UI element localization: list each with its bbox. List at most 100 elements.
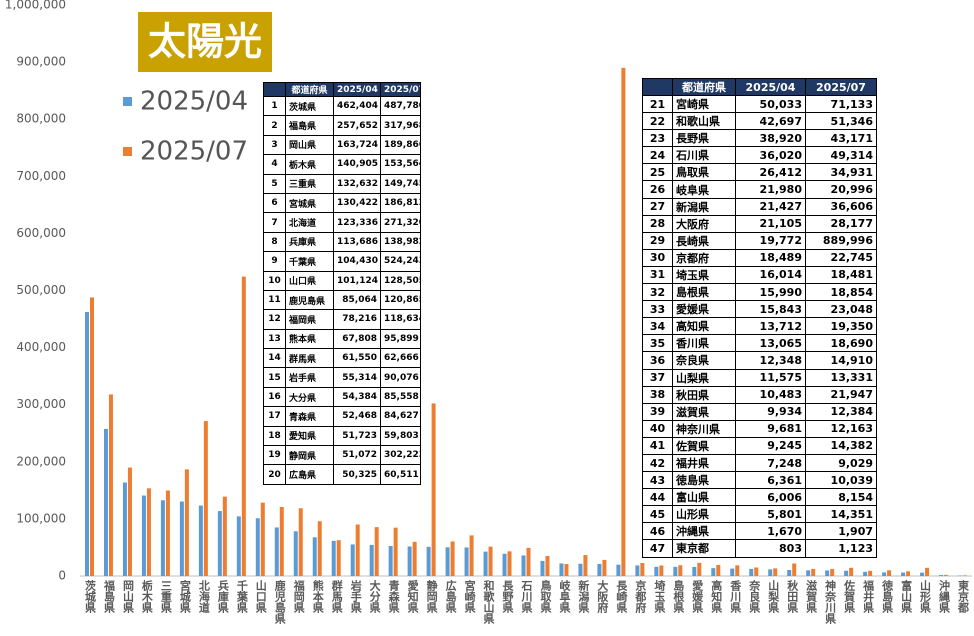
value-cell: 85,558 — [380, 386, 421, 408]
bar — [298, 508, 303, 576]
name-cell: 三重県 — [285, 173, 334, 194]
name-cell: 福島県 — [285, 115, 334, 136]
value-cell: 36,020 — [735, 146, 806, 165]
value-cell: 12,384 — [805, 402, 877, 421]
value-cell: 6,006 — [735, 488, 806, 507]
value-cell: 67,808 — [333, 328, 381, 350]
bar — [445, 547, 450, 576]
value-cell: 21,947 — [805, 385, 877, 404]
value-cell: 120,865 — [380, 289, 421, 311]
rank-cell: 32 — [642, 283, 673, 302]
rank-cell: 2 — [263, 115, 286, 136]
value-cell: 22,745 — [805, 248, 877, 267]
table-row: 29 長崎県 19,772 889,996 — [642, 231, 877, 250]
value-cell: 55,314 — [333, 367, 381, 388]
name-cell: 京都府 — [672, 248, 736, 267]
value-cell: 7,248 — [735, 453, 806, 473]
value-cell: 487,780 — [380, 95, 421, 117]
y-tick-label: 100,000 — [16, 511, 66, 525]
x-tick-label: 栃木県 — [140, 579, 154, 614]
value-cell: 60,511 — [380, 464, 421, 485]
name-cell: 和歌山県 — [672, 112, 736, 131]
y-tick-label: 1,000,000 — [5, 0, 66, 12]
bar — [545, 556, 550, 576]
legend-swatch — [123, 147, 132, 156]
name-cell: 埼玉県 — [672, 265, 736, 285]
value-cell: 90,076 — [380, 367, 421, 388]
value-cell: 18,690 — [805, 334, 877, 353]
bar — [925, 567, 930, 576]
table-row: 44 富山県 6,006 8,154 — [642, 488, 877, 507]
bar — [222, 496, 227, 576]
value-cell: 5,801 — [735, 505, 806, 524]
name-cell: 岩手県 — [285, 367, 334, 388]
bar — [488, 546, 493, 576]
name-cell: 奈良県 — [672, 351, 736, 370]
value-cell: 43,171 — [805, 129, 877, 148]
table-row: 46 沖縄県 1,670 1,907 — [642, 522, 877, 541]
bar — [640, 563, 645, 576]
value-cell: 123,336 — [333, 212, 381, 233]
value-cell: 78,216 — [333, 309, 381, 330]
bar — [127, 467, 132, 576]
name-cell: 愛媛県 — [672, 300, 736, 319]
bar — [792, 563, 797, 576]
table-row: 25 鳥取県 26,412 34,931 — [642, 163, 877, 182]
rank-cell: 28 — [642, 214, 673, 233]
x-tick-label: 和歌山県 — [482, 579, 495, 625]
rank-cell: 25 — [642, 163, 673, 182]
value-cell: 118,634 — [380, 309, 421, 330]
table-row: 26 岐阜県 21,980 20,996 — [642, 180, 877, 199]
rank-cell: 29 — [642, 231, 673, 250]
name-cell: 新潟県 — [672, 197, 736, 216]
x-tick-label: 神奈川県 — [824, 579, 838, 625]
bar — [165, 490, 170, 576]
bar — [944, 574, 949, 576]
rank-cell: 6 — [263, 192, 286, 214]
name-cell: 岐阜県 — [672, 180, 736, 199]
bar — [697, 562, 702, 576]
bar — [882, 572, 887, 576]
name-cell: 東京都 — [672, 539, 736, 558]
table-row: 34 高知県 13,712 19,350 — [642, 317, 877, 336]
name-cell: 青森県 — [285, 406, 334, 427]
value-cell: 62,666 — [380, 348, 421, 369]
value-cell: 38,920 — [735, 129, 806, 148]
bar — [179, 501, 184, 576]
rank-cell: 36 — [642, 351, 673, 370]
rank-cell: 10 — [263, 270, 286, 291]
x-tick-label: 北海道 — [197, 579, 210, 614]
value-cell: 11,575 — [735, 368, 806, 387]
x-tick-label: 大阪府 — [596, 579, 609, 614]
rank-cell: 19 — [263, 445, 286, 466]
rank-cell: 23 — [642, 129, 673, 148]
table-row: 42 福井県 7,248 9,029 — [642, 453, 877, 473]
bar — [559, 563, 564, 576]
value-cell: 20,996 — [805, 180, 877, 199]
name-cell: 兵庫県 — [285, 231, 334, 253]
x-tick-label: 東京都 — [957, 579, 971, 614]
value-cell: 18,854 — [805, 283, 877, 302]
table-row: 36 奈良県 12,348 14,910 — [642, 351, 877, 370]
bar — [578, 563, 583, 576]
x-tick-label: 青森県 — [387, 579, 400, 614]
bar — [450, 541, 455, 576]
x-tick-label: 福井県 — [862, 579, 876, 614]
y-tick-label: 900,000 — [16, 55, 66, 69]
name-cell: 徳島県 — [672, 471, 736, 490]
x-tick-label: 兵庫県 — [216, 579, 229, 614]
x-tick-label: 茨城県 — [83, 579, 96, 614]
bar — [654, 566, 659, 576]
x-tick-label: 長崎県 — [615, 580, 628, 614]
bar — [274, 527, 279, 576]
bar — [602, 559, 607, 576]
name-cell: 鳥取県 — [672, 163, 736, 182]
table-row: 23 長野県 38,920 43,171 — [642, 129, 877, 148]
name-cell: 神奈川県 — [672, 419, 736, 438]
name-cell: 宮崎県 — [672, 94, 736, 114]
